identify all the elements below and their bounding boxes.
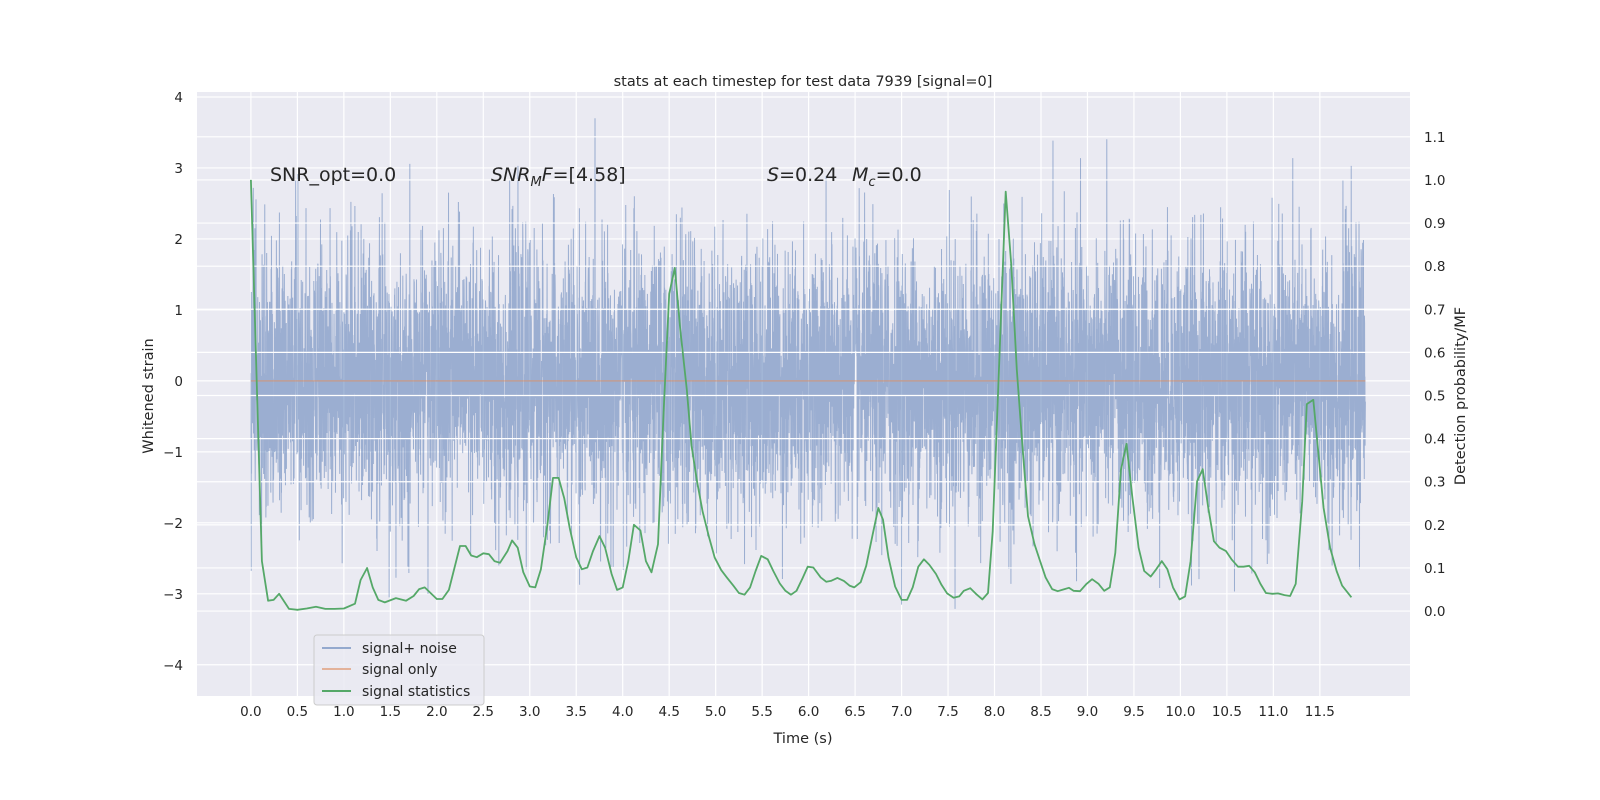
x-tick-label: 11.0 — [1258, 704, 1288, 720]
x-tick-label: 1.5 — [380, 704, 401, 720]
y-tick-label: −3 — [163, 587, 183, 603]
right-y-tick-label: 0.2 — [1424, 518, 1445, 534]
x-tick-label: 4.5 — [658, 704, 679, 720]
annotation-snr-mf: SNRMF=[4.58] — [491, 164, 626, 190]
right-y-tick-label: 1.0 — [1424, 173, 1445, 189]
right-gridlines — [197, 136, 1410, 612]
mc-main: M — [852, 164, 868, 186]
snr-mf-sub: M — [530, 175, 541, 190]
x-tick-label: 6.0 — [798, 704, 819, 720]
legend-label-signal-only: signal only — [362, 662, 437, 678]
y-tick-labels: −4 −3 −2 −1 0 1 2 3 4 — [163, 90, 183, 674]
annotation-mc: Mc=0.0 — [852, 164, 922, 190]
right-y-axis-label: Detection probability/MF — [1453, 307, 1469, 485]
s-value: =0.24 — [779, 164, 837, 186]
right-y-tick-label: 0.5 — [1424, 389, 1445, 405]
x-tick-label: 5.5 — [751, 704, 772, 720]
x-tick-label: 9.5 — [1123, 704, 1144, 720]
x-tick-label: 4.0 — [612, 704, 633, 720]
x-tick-label: 7.5 — [937, 704, 958, 720]
legend: signal+ noise signal only signal statist… — [313, 634, 485, 706]
y-axis-label: Whitened strain — [141, 338, 157, 453]
legend-label-signal-statistics: signal statistics — [362, 684, 470, 700]
y-tick-label: −4 — [163, 658, 183, 674]
signal-statistics-line — [250, 179, 1353, 611]
right-y-tick-label: 0.8 — [1424, 259, 1445, 275]
x-tick-label: 11.5 — [1305, 704, 1335, 720]
y-tick-label: 2 — [174, 232, 183, 248]
chart-title: stats at each timestep for test data 793… — [614, 74, 993, 90]
mc-value: =0.0 — [876, 164, 922, 186]
s-main: S — [767, 164, 779, 186]
x-tick-label: 3.0 — [519, 704, 540, 720]
right-y-tick-label: 0.3 — [1424, 475, 1445, 491]
right-y-tick-label: 0.1 — [1424, 561, 1445, 577]
snr-mf-main: SNR — [491, 164, 530, 186]
legend-label-signal-noise: signal+ noise — [362, 641, 457, 657]
right-y-tick-labels: 0.0 0.1 0.2 0.3 0.4 0.5 0.6 0.7 0.8 0.9 1.0 1.1 — [1424, 130, 1445, 620]
x-tick-label: 5.0 — [705, 704, 726, 720]
x-tick-label: 9.0 — [1077, 704, 1098, 720]
annotation-snr-opt: SNR_opt=0.0 — [270, 164, 396, 186]
snr-mf-value: =[4.58] — [553, 164, 626, 186]
mc-sub: c — [868, 175, 875, 190]
y-tick-label: 4 — [174, 90, 183, 106]
right-y-tick-label: 0.7 — [1424, 302, 1445, 318]
right-y-tick-label: 0.6 — [1424, 345, 1445, 361]
signal-statistics-series — [250, 179, 1353, 611]
x-tick-label: 8.5 — [1030, 704, 1051, 720]
y-tick-label: 0 — [174, 374, 183, 390]
right-y-tick-label: 0.0 — [1424, 604, 1445, 620]
x-tick-label: 2.0 — [426, 704, 447, 720]
x-tick-label: 2.5 — [473, 704, 494, 720]
right-y-tick-label: 1.1 — [1424, 130, 1445, 146]
x-tick-label: 3.5 — [565, 704, 586, 720]
y-tick-label: 1 — [174, 303, 183, 319]
annotation-s: S=0.24 — [767, 164, 837, 186]
x-tick-label: 10.5 — [1212, 704, 1242, 720]
x-tick-labels: 0.0 0.5 1.0 1.5 2.0 2.5 3.0 3.5 4.0 4.5 5.0 5.5 6.0 6… — [240, 704, 1335, 720]
legend-box — [313, 634, 485, 706]
snr-mf-f: F — [542, 164, 554, 186]
x-tick-label: 10.0 — [1165, 704, 1195, 720]
x-tick-label: 8.0 — [984, 704, 1005, 720]
right-y-tick-label: 0.4 — [1424, 432, 1445, 448]
y-tick-label: −1 — [163, 445, 183, 461]
y-tick-label: 3 — [174, 161, 183, 177]
x-tick-label: 7.0 — [891, 704, 912, 720]
y-tick-label: −2 — [163, 516, 183, 532]
x-tick-label: 0.5 — [287, 704, 308, 720]
x-tick-label: 0.0 — [240, 704, 261, 720]
right-y-tick-label: 0.9 — [1424, 216, 1445, 232]
x-axis-label: Time (s) — [773, 731, 833, 747]
x-tick-label: 1.0 — [333, 704, 354, 720]
x-tick-label: 6.5 — [844, 704, 865, 720]
